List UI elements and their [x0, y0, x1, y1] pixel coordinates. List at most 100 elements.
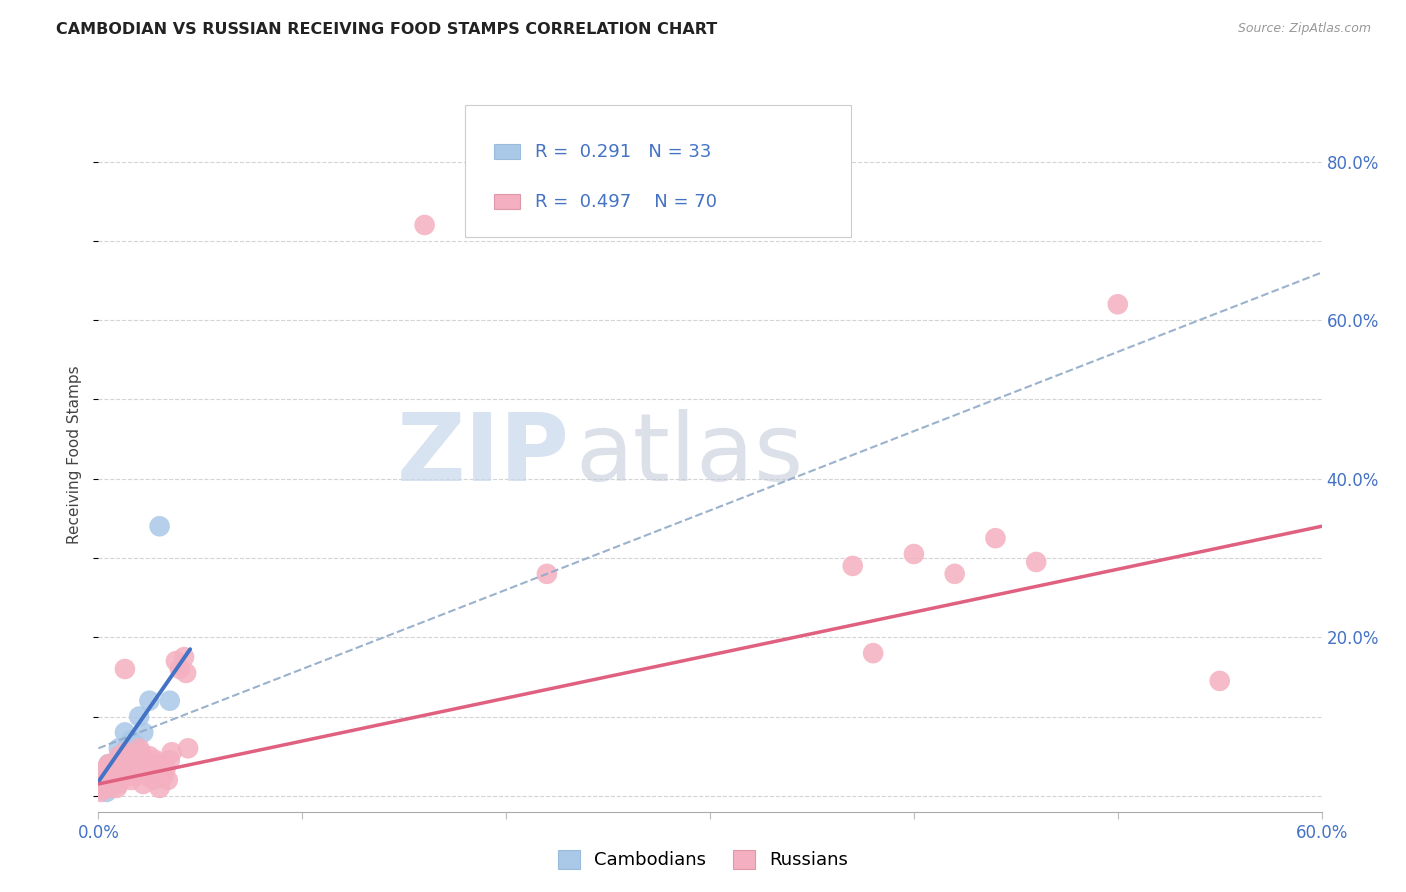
- Point: [156, 772, 179, 787]
- Point: [104, 769, 127, 783]
- Point: [155, 761, 177, 775]
- Point: [87, 772, 110, 787]
- Point: [93, 777, 115, 791]
- Point: [120, 772, 142, 787]
- Point: [101, 772, 124, 787]
- Point: [105, 780, 128, 795]
- Point: [128, 765, 150, 780]
- Point: [115, 741, 138, 756]
- Point: [177, 741, 200, 756]
- Point: [87, 780, 110, 795]
- Point: [89, 777, 111, 791]
- Point: [87, 780, 110, 795]
- Point: [174, 665, 197, 680]
- Point: [101, 772, 124, 787]
- Point: [141, 757, 163, 772]
- Legend: Cambodians, Russians: Cambodians, Russians: [548, 841, 858, 879]
- Point: [110, 749, 132, 764]
- Point: [132, 777, 155, 791]
- Point: [100, 780, 122, 795]
- Point: [120, 757, 142, 772]
- Point: [142, 772, 165, 787]
- Point: [122, 761, 145, 775]
- Point: [149, 757, 172, 772]
- Point: [138, 749, 160, 764]
- Point: [118, 749, 141, 764]
- Point: [134, 765, 156, 780]
- Point: [149, 780, 172, 795]
- Point: [146, 761, 169, 775]
- Point: [97, 757, 120, 772]
- Y-axis label: Receiving Food Stamps: Receiving Food Stamps: [67, 366, 83, 544]
- Point: [124, 749, 146, 764]
- Point: [105, 765, 128, 780]
- Point: [138, 761, 160, 775]
- Point: [132, 725, 155, 739]
- Point: [111, 757, 134, 772]
- Text: ZIP: ZIP: [396, 409, 569, 501]
- Point: [138, 694, 160, 708]
- Point: [118, 745, 141, 759]
- Point: [97, 757, 120, 772]
- Point: [91, 765, 114, 780]
- Point: [536, 566, 558, 581]
- Point: [100, 765, 122, 780]
- Text: CAMBODIAN VS RUSSIAN RECEIVING FOOD STAMPS CORRELATION CHART: CAMBODIAN VS RUSSIAN RECEIVING FOOD STAM…: [56, 22, 717, 37]
- Text: R =  0.497    N = 70: R = 0.497 N = 70: [536, 193, 717, 211]
- Point: [101, 777, 124, 791]
- Point: [100, 777, 122, 791]
- Point: [96, 761, 118, 775]
- Point: [114, 745, 136, 759]
- Point: [1025, 555, 1047, 569]
- Point: [108, 749, 131, 764]
- Point: [91, 777, 114, 791]
- Point: [114, 662, 136, 676]
- Point: [132, 753, 155, 767]
- Point: [152, 769, 174, 783]
- Point: [149, 519, 172, 533]
- Point: [984, 531, 1007, 545]
- Text: atlas: atlas: [575, 409, 804, 501]
- Point: [97, 769, 120, 783]
- Point: [104, 769, 127, 783]
- Point: [841, 558, 863, 573]
- Point: [89, 785, 111, 799]
- Point: [1107, 297, 1129, 311]
- Point: [115, 761, 138, 775]
- Point: [159, 694, 181, 708]
- Point: [111, 753, 134, 767]
- Point: [96, 785, 118, 799]
- Point: [118, 769, 141, 783]
- Point: [114, 725, 136, 739]
- Point: [96, 769, 118, 783]
- Point: [128, 741, 150, 756]
- Point: [903, 547, 925, 561]
- Point: [159, 753, 181, 767]
- Text: Source: ZipAtlas.com: Source: ZipAtlas.com: [1237, 22, 1371, 36]
- Point: [100, 765, 122, 780]
- Point: [104, 761, 127, 775]
- Point: [127, 757, 149, 772]
- FancyBboxPatch shape: [465, 105, 851, 237]
- Point: [93, 772, 115, 787]
- Point: [165, 654, 187, 668]
- Point: [108, 757, 131, 772]
- Point: [173, 650, 195, 665]
- FancyBboxPatch shape: [494, 194, 520, 210]
- Point: [160, 745, 183, 759]
- Point: [101, 761, 124, 775]
- Text: R =  0.291   N = 33: R = 0.291 N = 33: [536, 143, 711, 161]
- Point: [413, 218, 436, 232]
- Point: [943, 566, 966, 581]
- Point: [89, 769, 111, 783]
- Point: [128, 709, 150, 723]
- Point: [97, 780, 120, 795]
- Point: [145, 753, 167, 767]
- Point: [169, 662, 191, 676]
- Point: [97, 777, 120, 791]
- Point: [124, 737, 146, 751]
- Point: [89, 772, 111, 787]
- Point: [96, 772, 118, 787]
- Point: [124, 765, 146, 780]
- Point: [108, 765, 131, 780]
